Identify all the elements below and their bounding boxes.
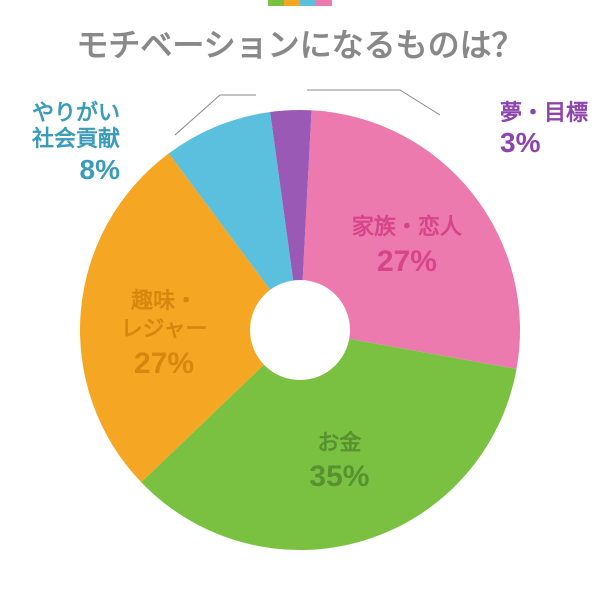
donut-hole [250,280,350,380]
slice-label: お金35% [269,429,409,497]
slice-label: 趣味・レジャー27% [94,287,234,383]
title-decor [268,0,332,6]
slice-label: 家族・恋人27% [337,213,477,281]
slice-label-external: 夢・目標3% [500,100,588,160]
leader-line [307,90,440,115]
slice-label-external: やりがい社会貢献8% [32,100,120,186]
chart-title: モチベーションになるものは？ [0,0,600,66]
pie-chart: 家族・恋人27% お金35% 趣味・レジャー27% やりがい社会貢献8% 夢・目標3% [0,80,600,600]
